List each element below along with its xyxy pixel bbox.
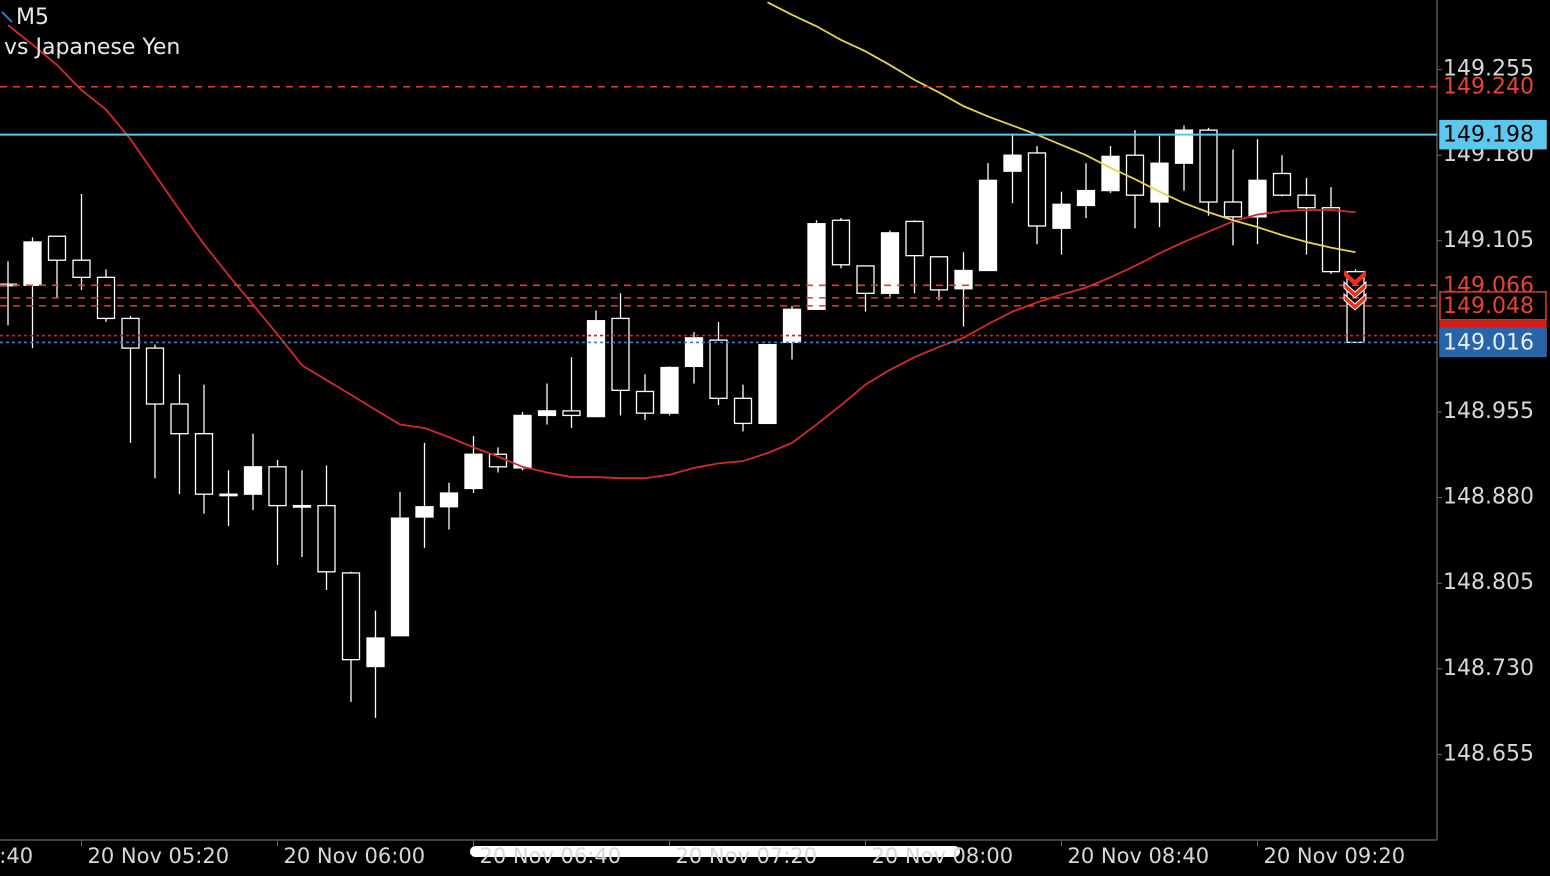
- candle-body: [1321, 207, 1341, 273]
- candle-body: [1027, 152, 1047, 227]
- candle-body: [733, 397, 753, 425]
- y-tick-label: 148.730: [1443, 656, 1534, 681]
- x-tick-label: 20 Nov 07:20: [676, 844, 818, 868]
- price-level-label: 149.048: [1443, 294, 1534, 319]
- candle-body: [317, 504, 336, 573]
- chart-icon: [1, 11, 13, 23]
- candle-body: [194, 433, 214, 495]
- candle-body: [513, 414, 532, 469]
- candle-body: [929, 256, 949, 291]
- candle-body: [954, 269, 973, 290]
- candle-body: [390, 517, 410, 637]
- x-tick-label: 20 Nov 06:00: [284, 844, 426, 868]
- candle-body: [1174, 129, 1194, 164]
- candle-body: [660, 366, 679, 414]
- moving-average: [767, 1, 1356, 254]
- candle-body: [366, 637, 385, 668]
- chart-subtitle: vs Japanese Yen: [4, 35, 180, 60]
- candle-body: [145, 347, 165, 405]
- candle-body: [1223, 201, 1243, 218]
- candle-body: [1199, 129, 1218, 203]
- candle-body: [72, 259, 91, 278]
- candle-body: [905, 220, 924, 257]
- price-level-box: [1439, 119, 1547, 150]
- candle-body: [586, 320, 606, 418]
- moving-average: [7, 24, 1356, 480]
- candle-body: [1297, 194, 1316, 209]
- price-level-label: 149.016: [1443, 330, 1534, 355]
- sell-arrow: [1344, 270, 1366, 286]
- price-level-label: 149.198: [1443, 123, 1534, 148]
- candle-body: [537, 410, 557, 417]
- y-tick-label: 148.655: [1443, 741, 1534, 766]
- price-level-label: 149.240: [1443, 75, 1534, 100]
- candle-body: [121, 317, 140, 349]
- candle-body: [1101, 155, 1120, 192]
- x-tick-label: 20 Nov 08:00: [872, 844, 1014, 868]
- candle-body: [1248, 179, 1267, 218]
- y-tick-label: 149.105: [1443, 228, 1534, 253]
- y-tick-label: 148.955: [1443, 399, 1534, 424]
- candle-body: [1076, 189, 1096, 207]
- x-tick-label: 20 Nov 09:20: [1264, 844, 1406, 868]
- candle-body: [243, 466, 263, 495]
- candle-body: [1272, 172, 1292, 196]
- candle-body: [219, 493, 238, 497]
- sell-arrow: [1343, 292, 1367, 311]
- candle-body: [856, 265, 875, 294]
- x-tick-label: 20 Nov 08:40: [1068, 844, 1210, 868]
- y-tick-label: 148.880: [1443, 485, 1534, 510]
- candle-body: [170, 403, 189, 435]
- candle-body: [47, 235, 67, 261]
- candle-body: [709, 339, 728, 399]
- candle-body: [684, 337, 704, 368]
- candle-body: [1125, 154, 1145, 196]
- candle-body: [23, 241, 42, 286]
- candle-body: [1052, 203, 1071, 229]
- candle-body: [439, 492, 459, 508]
- candle-body: [1150, 162, 1169, 203]
- sell-marker: [1343, 270, 1367, 311]
- overlay: [0, 1, 1437, 480]
- chart-title: M5: [16, 5, 49, 30]
- y-tick-label: 148.805: [1443, 570, 1534, 595]
- price-level-box: [1439, 327, 1547, 358]
- candle-body: [978, 179, 998, 272]
- candle-body: [562, 410, 581, 417]
- scrollbar[interactable]: [470, 846, 960, 857]
- candle-body: [611, 317, 630, 391]
- candle-body: [1003, 154, 1022, 172]
- x-tick-label: 20 Nov 06:40: [480, 844, 622, 868]
- x-tick-label: 20 Nov 04:40: [0, 844, 33, 868]
- candle-body: [758, 344, 777, 425]
- candle-body: [807, 223, 826, 310]
- candle-body: [831, 219, 851, 266]
- sell-arrow: [1343, 280, 1367, 299]
- candle-body: [782, 308, 802, 344]
- price-level-box: [1439, 291, 1547, 321]
- candle-body: [880, 232, 900, 294]
- candle-body: [268, 466, 287, 507]
- candle-body: [464, 453, 483, 490]
- y-tick-label: 149.255: [1443, 57, 1534, 82]
- x-tick-label: 20 Nov 05:20: [88, 844, 230, 868]
- candle-body: [341, 572, 361, 661]
- candle-body: [415, 506, 434, 518]
- candle-body: [635, 390, 655, 414]
- candle-body: [292, 504, 312, 508]
